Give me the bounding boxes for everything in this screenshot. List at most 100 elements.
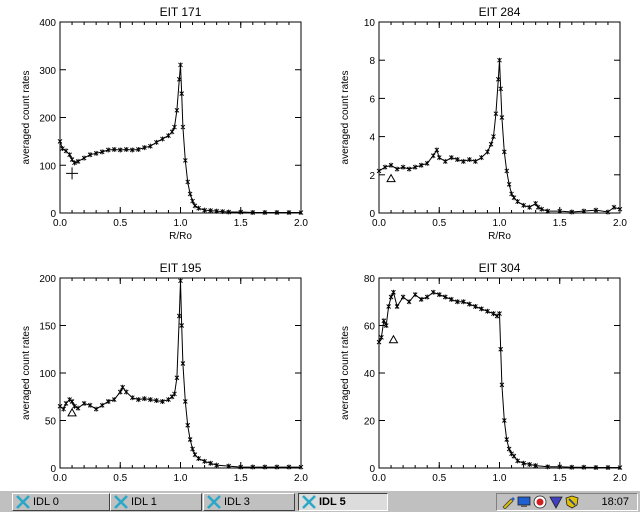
y-tick-label: 0	[369, 209, 375, 220]
data-point-marker	[169, 129, 175, 135]
data-point-marker	[383, 323, 389, 328]
x-tick-label: 0.5	[432, 473, 446, 484]
y-tick-label: 40	[364, 369, 376, 380]
y-tick-label: 6	[369, 94, 375, 105]
data-point-marker	[123, 389, 129, 395]
chart-panel: EIT 195 0.0 0.5 1.0 1.5 2.0 0 50 100 150 200 averag…	[21, 261, 308, 484]
data-point-marker	[176, 313, 182, 319]
data-point-marker	[502, 418, 507, 423]
data-point-marker	[136, 397, 141, 403]
data-point-marker	[87, 152, 93, 158]
data-point-marker	[63, 148, 69, 154]
y-tick-label: 400	[39, 18, 56, 29]
data-point-marker	[493, 111, 499, 117]
data-point-marker	[111, 397, 117, 403]
data-point-marker	[250, 210, 256, 216]
data-point-marker	[196, 456, 201, 461]
series-line	[378, 60, 621, 213]
data-point-marker	[533, 200, 538, 206]
data-point-marker	[498, 86, 504, 92]
data-point-marker	[418, 296, 424, 302]
pen-tool-icon[interactable]	[501, 495, 515, 509]
data-point-marker	[192, 452, 198, 458]
data-point-marker	[148, 397, 153, 403]
x-tick-label: 0.0	[53, 218, 67, 229]
chart-panel: EIT 304 0.0 0.5 1.0 1.5 2.0 0 20 40 60 80 averaged …	[340, 261, 627, 484]
data-point-marker	[129, 395, 135, 401]
taskbar-clock: 18:07	[601, 496, 629, 508]
data-point-marker	[202, 458, 207, 464]
data-point-marker	[491, 134, 496, 140]
data-point-marker	[180, 361, 186, 366]
data-point-marker	[434, 147, 440, 153]
data-point-marker	[81, 155, 87, 161]
security-shield-icon[interactable]	[565, 495, 579, 509]
data-point-marker	[593, 465, 599, 471]
x-tick-label: 0.5	[432, 218, 446, 229]
data-point-marker	[93, 406, 99, 412]
data-point-marker	[180, 124, 186, 130]
data-point-marker	[154, 139, 159, 145]
data-point-marker	[418, 162, 424, 168]
y-tick-label: 200	[39, 274, 56, 285]
data-point-marker	[424, 294, 430, 300]
taskbar-button-idl-3[interactable]: IDL 3	[203, 493, 295, 511]
data-point-marker	[111, 146, 117, 152]
network-monitor-icon[interactable]	[517, 495, 531, 509]
data-point-marker	[250, 464, 256, 470]
taskbar-button-label: IDL 1	[131, 496, 157, 508]
data-point-marker	[214, 462, 219, 468]
x-tick-label: 1.0	[493, 473, 507, 484]
x-tick-label: 1.5	[553, 218, 567, 229]
data-point-marker	[123, 146, 129, 152]
x-tick-label: 0.5	[113, 473, 127, 484]
data-point-marker	[521, 460, 526, 466]
data-point-marker	[461, 299, 466, 305]
data-point-marker	[473, 304, 478, 309]
data-point-marker	[506, 181, 512, 187]
y-tick-label: 100	[39, 161, 56, 172]
data-point-marker	[491, 311, 496, 317]
record-icon[interactable]	[533, 495, 547, 509]
idl-app-icon	[207, 495, 221, 509]
data-point-marker	[545, 208, 551, 214]
data-point-marker	[61, 406, 66, 412]
data-point-marker	[406, 299, 412, 305]
taskbar-button-idl-0[interactable]: IDL 0	[12, 493, 110, 511]
data-point-marker	[238, 209, 244, 215]
y-tick-label: 50	[45, 417, 57, 428]
data-point-marker	[298, 210, 304, 216]
data-point-marker	[515, 199, 520, 205]
data-point-marker	[274, 210, 280, 216]
data-point-marker	[430, 153, 436, 159]
data-point-marker	[499, 115, 505, 120]
chart-title: EIT 171	[160, 5, 202, 19]
data-point-marker	[179, 91, 185, 97]
data-point-marker	[105, 399, 111, 404]
data-point-marker	[117, 389, 123, 395]
data-point-marker	[442, 158, 448, 164]
data-point-marker	[105, 147, 111, 153]
data-point-marker	[506, 446, 512, 452]
data-point-marker	[412, 292, 418, 298]
data-point-marker	[238, 464, 244, 470]
taskbar-button-idl-1[interactable]: IDL 1	[110, 493, 202, 511]
data-point-marker	[63, 400, 69, 406]
data-point-marker	[179, 323, 185, 328]
data-point-marker	[511, 195, 517, 201]
data-point-marker	[183, 399, 188, 404]
data-point-marker	[136, 146, 141, 152]
data-point-marker	[160, 136, 165, 142]
data-point-marker	[557, 464, 563, 470]
data-point-marker	[436, 155, 442, 161]
taskbar-button-idl-5[interactable]: IDL 5	[298, 493, 388, 511]
data-point-marker	[504, 437, 510, 442]
data-point-marker	[400, 164, 406, 170]
data-point-marker	[617, 206, 623, 212]
volume-icon[interactable]	[549, 495, 563, 509]
data-point-marker	[60, 146, 65, 152]
data-point-marker	[142, 396, 147, 402]
data-point-marker	[87, 402, 93, 408]
data-point-marker	[386, 304, 391, 309]
x-tick-label: 1.0	[493, 218, 507, 229]
